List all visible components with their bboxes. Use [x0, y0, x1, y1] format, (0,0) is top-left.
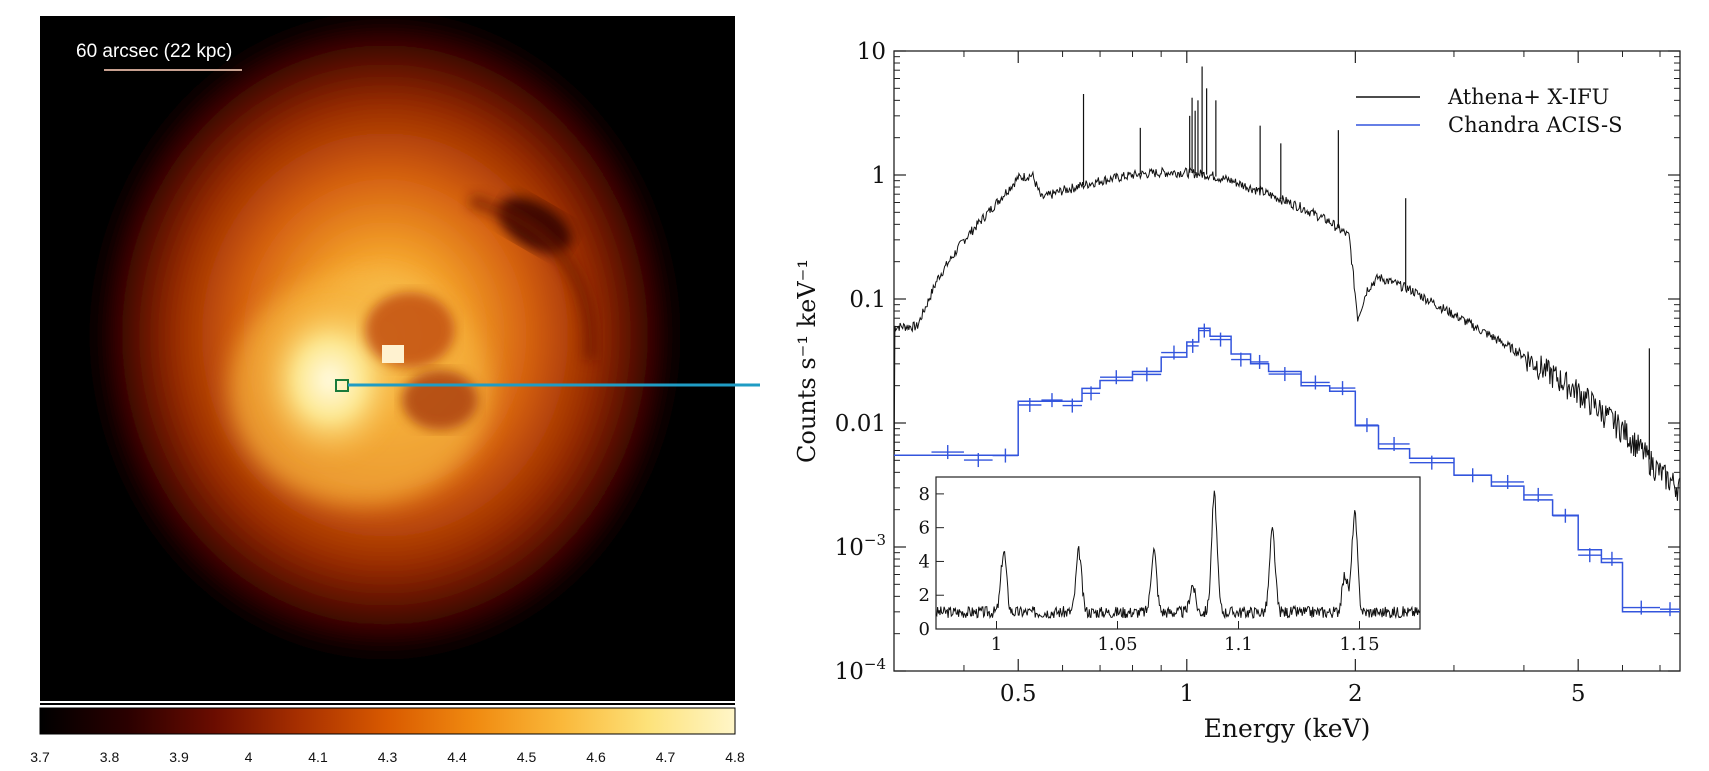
chandra-data-point	[1552, 508, 1579, 523]
chandra-data-point	[1250, 354, 1269, 369]
cluster-emission	[95, 16, 675, 655]
x-tick-label: 2	[1348, 681, 1363, 707]
colorbar-tick-label: 4.4	[447, 749, 467, 765]
y-tick-label: 10	[857, 39, 886, 65]
chandra-data-point	[1209, 332, 1232, 347]
chandra-data-point	[992, 448, 1019, 463]
inset-plot: 1 1.05 1.1 1.15 0 2 4 6 8	[919, 476, 1421, 655]
y-tick-label: 10−4	[835, 655, 886, 685]
inset-y-tick-label: 6	[919, 518, 930, 539]
inset-y-tick-label: 0	[919, 619, 930, 640]
chandra-data-point	[1355, 418, 1379, 433]
y-tick-label: 0.01	[835, 411, 886, 437]
legend: Athena+ X-IFU Chandra ACIS-S	[1356, 85, 1622, 137]
chandra-data-point	[1062, 398, 1083, 413]
chandra-data-point	[1268, 367, 1302, 382]
colorbar-ticks: 3.7 3.8 3.9 4 4.1 4.3 4.4 4.5 4.6 4.7 4.8	[30, 749, 745, 765]
chandra-data-point	[1329, 381, 1356, 396]
chandra-data-point	[1132, 367, 1162, 382]
inset-x-tick-label: 1.05	[1097, 634, 1137, 655]
chandra-data-point	[1453, 468, 1492, 483]
inset-x-tick-label: 1.1	[1224, 634, 1253, 655]
xray-image-panel: 60 arcsec (22 kpc) 3.7 3.8 3.9 4 4.1 4.3 4.4 4.…	[30, 16, 760, 765]
colorbar-tick-label: 4	[245, 749, 253, 765]
x-tick-label: 0.5	[1000, 681, 1037, 707]
chandra-data-point	[1578, 548, 1602, 563]
x-tick-label: 1	[1179, 681, 1194, 707]
scale-bar-label: 60 arcsec (22 kpc)	[76, 41, 232, 62]
colorbar-tick-label: 4.1	[308, 749, 328, 765]
chandra-data-point	[1523, 487, 1553, 502]
chandra-data-point	[1660, 602, 1680, 617]
inset-x-tick-label: 1	[991, 634, 1002, 655]
colorbar-tick-label: 3.7	[30, 749, 50, 765]
chandra-data-point	[1100, 370, 1133, 385]
chandra-data-point	[1491, 474, 1524, 489]
chandra-data-point	[1301, 375, 1330, 390]
chandra-model-step	[894, 327, 1680, 613]
series-layer	[893, 66, 1681, 617]
chandra-data-point	[1186, 338, 1199, 353]
inset-x-tick-label: 1.15	[1339, 634, 1379, 655]
inset-y-tick-label: 4	[919, 551, 930, 572]
chandra-data-point	[1622, 600, 1661, 615]
colorbar-tick-label: 3.8	[100, 749, 120, 765]
inset-frame	[935, 476, 1421, 630]
chandra-data-point	[1018, 398, 1042, 413]
y-tick-label: 0.1	[849, 287, 886, 313]
colorbar-tick-label: 4.5	[517, 749, 537, 765]
colorbar	[39, 707, 736, 735]
legend-label-athena: Athena+ X-IFU	[1447, 85, 1609, 109]
colorbar-tick-label: 4.8	[725, 749, 745, 765]
chandra-data-point	[1161, 345, 1187, 360]
plot-frame	[893, 50, 1681, 672]
legend-label-chandra: Chandra ACIS-S	[1448, 113, 1622, 137]
inset-y-tick-label: 8	[919, 484, 930, 505]
colorbar-tick-label: 4.3	[378, 749, 398, 765]
chandra-data-point	[963, 453, 993, 468]
athena-spectrum-line	[893, 166, 1681, 501]
chandra-data-point	[1041, 393, 1063, 408]
colorbar-tick-label: 4.7	[656, 749, 676, 765]
inset-spectrum-line	[935, 490, 1421, 620]
colorbar-tick-label: 4.6	[586, 749, 606, 765]
x-tick-label: 5	[1571, 681, 1586, 707]
chandra-data-point	[1601, 551, 1623, 566]
chandra-data-point	[1231, 352, 1251, 367]
y-tick-label: 10−3	[835, 531, 886, 561]
chandra-data-point	[1082, 386, 1101, 401]
y-tick-label: 1	[871, 163, 886, 189]
chandra-data-point	[1198, 323, 1210, 338]
chandra-data-point	[931, 445, 964, 460]
y-axis-label: Counts s⁻¹ keV⁻¹	[793, 259, 821, 463]
chandra-data-point	[1378, 436, 1410, 451]
chandra-data-point	[1409, 455, 1454, 470]
inset-y-tick-label: 2	[919, 585, 930, 606]
x-axis-label: Energy (keV)	[1204, 714, 1371, 743]
colorbar-tick-label: 3.9	[169, 749, 189, 765]
